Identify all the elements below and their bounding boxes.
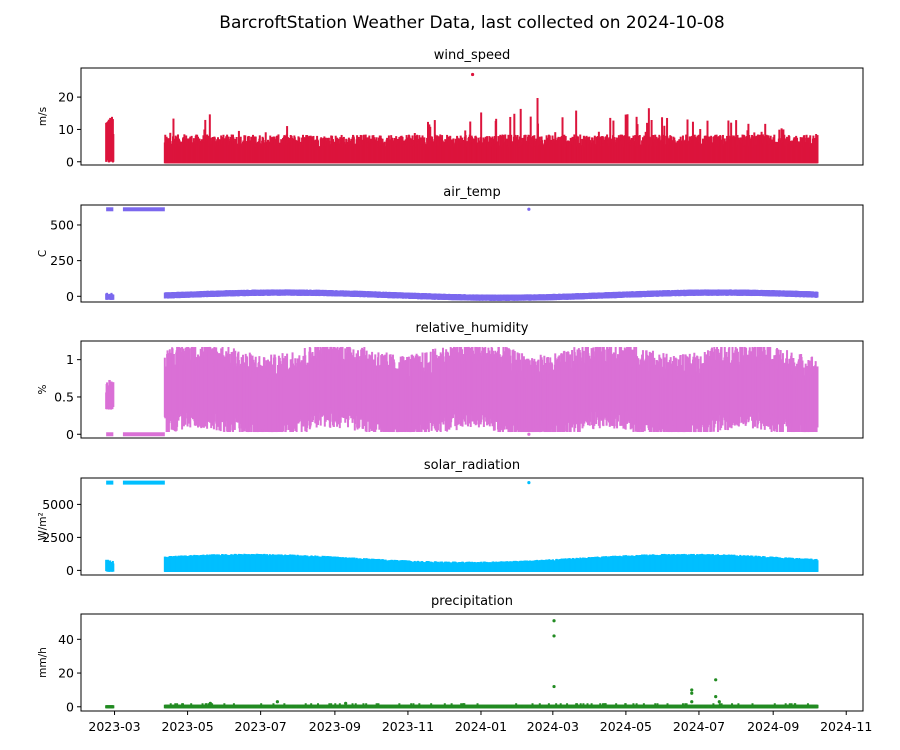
series [105, 346, 819, 437]
series [105, 72, 819, 164]
data-point [527, 207, 531, 211]
y-axis-label: W/m² [37, 512, 49, 540]
y-tick-label: 500 [50, 217, 74, 232]
series [105, 207, 819, 301]
flat-run [122, 207, 165, 212]
axes-frame [80, 67, 864, 166]
flat-run [122, 480, 165, 485]
y-axis-label: C [37, 250, 49, 257]
figure-title: BarcroftStation Weather Data, last colle… [219, 13, 724, 33]
data-point [527, 432, 531, 436]
y-tick-label: 0 [66, 563, 74, 578]
y-tick-label: 2500 [42, 530, 74, 545]
panel-air-temp: air_temp C 0 250 500 [37, 185, 864, 304]
panel-wind-speed: wind_speed m/s 0 10 20 [37, 48, 864, 169]
flat-run [106, 480, 114, 485]
y-tick-label: 250 [50, 253, 74, 268]
series [105, 480, 819, 572]
y-tick-label: 1 [66, 352, 74, 367]
flat-run [122, 432, 165, 437]
panels: wind_speedm/s01020air_tempC0250500relati… [37, 48, 864, 714]
y-axis-label: m/s [37, 107, 49, 126]
y-tick-label: 20 [58, 90, 74, 105]
y-tick-label: 0.5 [54, 389, 74, 404]
panel-solar-radiation: solar_radiation W/m² 0 2500 5000 [37, 458, 864, 578]
y-tick-label: 10 [58, 122, 74, 137]
panel-title: air_temp [443, 185, 500, 200]
panel-title: relative_humidity [416, 321, 529, 336]
y-tick-label: 0 [66, 427, 74, 442]
flat-run [106, 207, 114, 212]
axes-frame [80, 204, 864, 303]
y-tick-label: 0 [66, 154, 74, 169]
panel-relative-humidity: relative_humidity% 0 0.5 1 [37, 321, 864, 442]
y-tick-label: 0 [66, 289, 74, 304]
data-point [470, 72, 475, 77]
axes-frame [80, 340, 864, 439]
y-tick-label: 5000 [42, 497, 74, 512]
y-axis-label: % [37, 384, 49, 394]
panel-title: wind_speed [434, 48, 511, 63]
panel-title: solar_radiation [424, 458, 520, 473]
flat-run [106, 432, 114, 437]
